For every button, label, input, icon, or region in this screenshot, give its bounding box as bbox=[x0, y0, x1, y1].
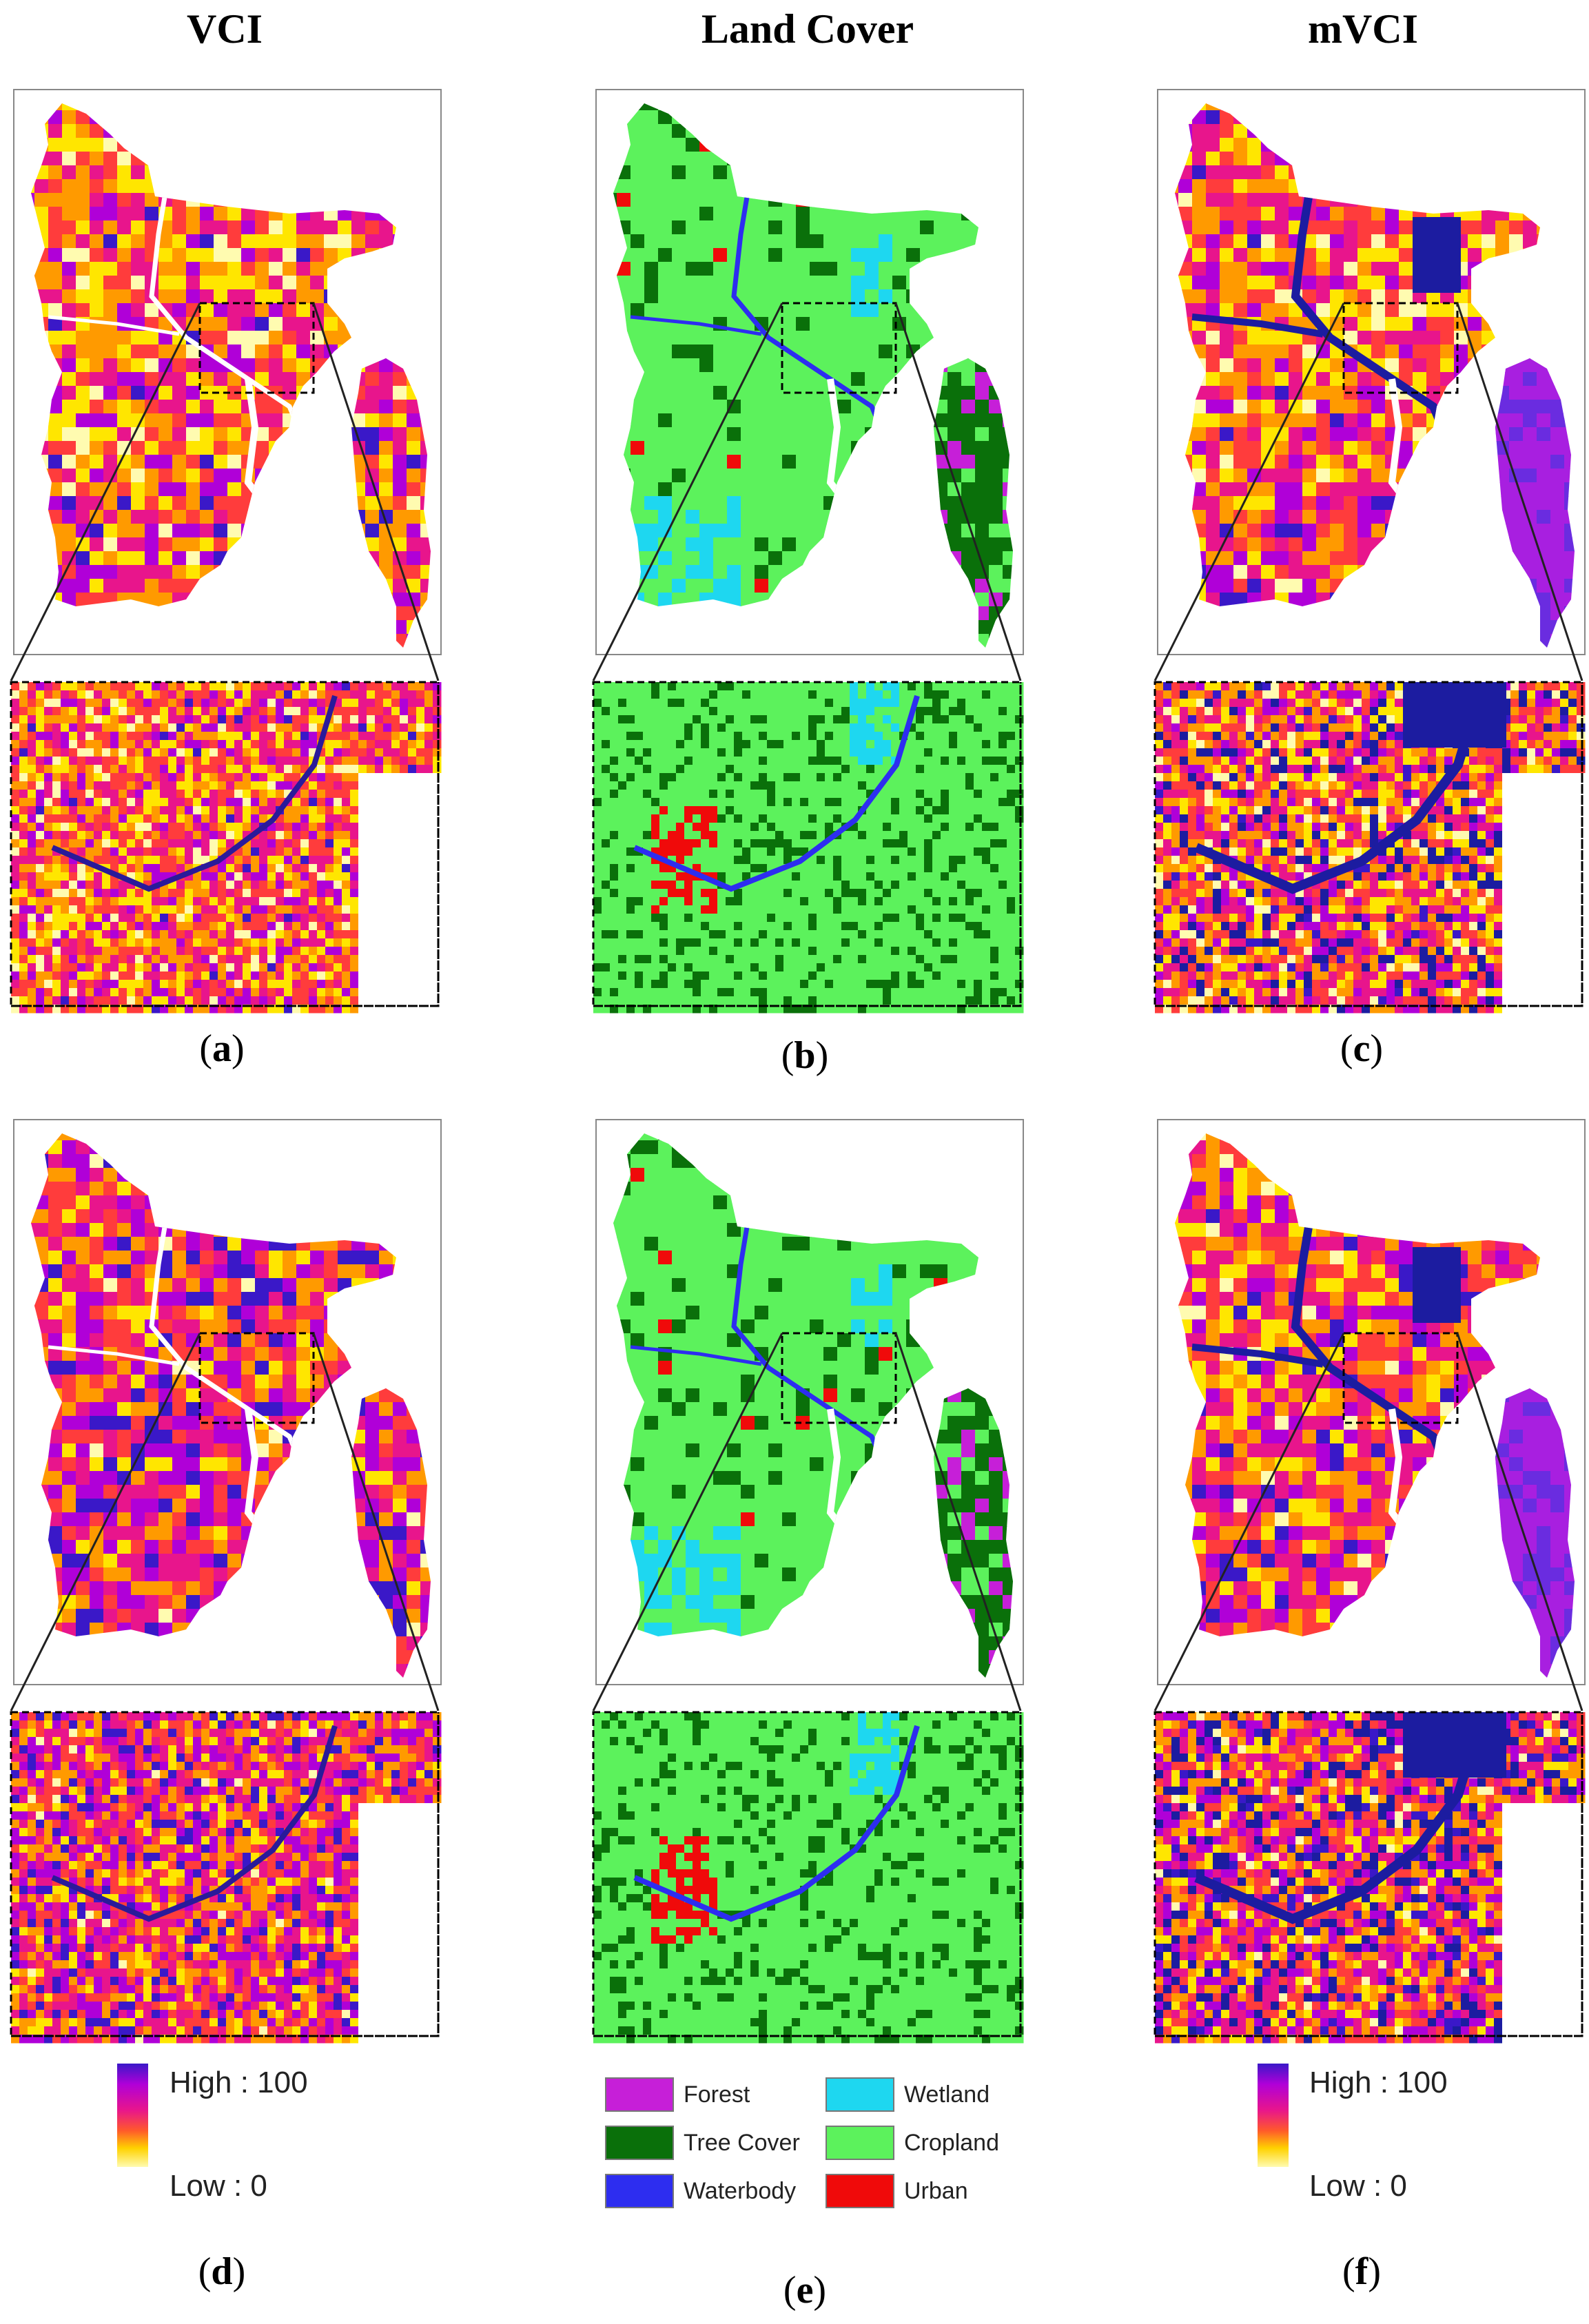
vci-legend-low-label: Low : 0 bbox=[170, 2169, 267, 2203]
inset-haor-water bbox=[1403, 1712, 1506, 1778]
panel-label-e: (e) bbox=[736, 2268, 874, 2312]
legend-item-urban: Urban bbox=[826, 2174, 968, 2208]
connector-line bbox=[10, 1333, 201, 1711]
panel-label-c: (c) bbox=[1293, 1027, 1431, 1071]
connector-line bbox=[592, 1333, 783, 1711]
zoom-box bbox=[781, 302, 897, 394]
inset-river bbox=[633, 695, 920, 892]
legend-label: Cropland bbox=[904, 2130, 999, 2157]
legend-swatch bbox=[826, 2174, 894, 2208]
legend-label: Waterbody bbox=[684, 2178, 796, 2205]
river bbox=[630, 1345, 762, 1366]
zoom-box bbox=[198, 1332, 315, 1424]
panel-a bbox=[10, 89, 442, 1014]
inset-river bbox=[1194, 694, 1484, 894]
river bbox=[48, 315, 180, 336]
panel-label-d: (d) bbox=[153, 2250, 291, 2294]
inset-border bbox=[10, 1711, 440, 2037]
haor-water bbox=[1413, 1247, 1461, 1323]
panel-e bbox=[592, 1119, 1024, 2044]
vci-legend-high-label: High : 100 bbox=[170, 2066, 308, 2100]
connector-line bbox=[894, 302, 1022, 681]
connector-line bbox=[10, 302, 201, 681]
connector-line bbox=[1456, 1333, 1583, 1711]
panel-c bbox=[1154, 89, 1586, 1014]
inset-border bbox=[1154, 1711, 1583, 2037]
land-cover-legend: Forest Wetland Tree Cover Cropland Waterbody… bbox=[605, 2077, 1032, 2236]
zoom-box bbox=[781, 1332, 897, 1424]
legend-item-wetland: Wetland bbox=[826, 2077, 990, 2112]
connector-line bbox=[592, 302, 783, 681]
inset-river bbox=[633, 1725, 920, 1922]
column-title-vci: VCI bbox=[18, 6, 431, 53]
panel-label-f: (f) bbox=[1293, 2250, 1431, 2294]
river bbox=[1191, 313, 1324, 338]
legend-label: Wetland bbox=[904, 2081, 990, 2108]
legend-item-cropland: Cropland bbox=[826, 2126, 999, 2160]
vci-legend-colorbar bbox=[117, 2064, 148, 2167]
panel-f bbox=[1154, 1119, 1586, 2044]
connector-line bbox=[1154, 302, 1345, 681]
legend-swatch bbox=[605, 2174, 674, 2208]
connector-line bbox=[1456, 302, 1583, 681]
legend-label: Forest bbox=[684, 2081, 750, 2108]
connector-line bbox=[1154, 1333, 1345, 1711]
zoom-inset bbox=[10, 1711, 442, 2044]
legend-swatch bbox=[826, 2077, 894, 2112]
haor-water bbox=[1413, 217, 1461, 293]
mvci-legend-high-label: High : 100 bbox=[1309, 2066, 1448, 2100]
connector-line bbox=[894, 1333, 1022, 1711]
inset-river bbox=[51, 1725, 338, 1922]
river bbox=[1191, 1344, 1324, 1368]
zoom-box bbox=[198, 302, 315, 394]
mvci-legend-colorbar bbox=[1258, 2064, 1289, 2167]
inset-border bbox=[10, 681, 440, 1007]
inset-border bbox=[592, 681, 1022, 1007]
connector-line bbox=[312, 302, 440, 681]
panel-label-b: (b) bbox=[736, 1034, 874, 1078]
inset-border bbox=[1154, 681, 1583, 1007]
column-title-land-cover: Land Cover bbox=[601, 6, 1014, 53]
connector-line bbox=[312, 1333, 440, 1711]
legend-item-forest: Forest bbox=[605, 2077, 750, 2112]
inset-border bbox=[592, 1711, 1022, 2037]
mvci-legend-low-label: Low : 0 bbox=[1309, 2169, 1407, 2203]
inset-haor-water bbox=[1403, 682, 1506, 748]
inset-river bbox=[51, 695, 338, 892]
panel-d bbox=[10, 1119, 442, 2044]
zoom-inset bbox=[1154, 1711, 1586, 2044]
zoom-box bbox=[1342, 1332, 1459, 1424]
zoom-inset bbox=[592, 1711, 1024, 2044]
zoom-box bbox=[1342, 302, 1459, 394]
zoom-inset bbox=[1154, 681, 1586, 1014]
panel-label-a: (a) bbox=[153, 1027, 291, 1071]
zoom-inset bbox=[592, 681, 1024, 1014]
panel-b bbox=[592, 89, 1024, 1014]
river bbox=[630, 315, 762, 336]
river bbox=[48, 1345, 180, 1366]
legend-label: Urban bbox=[904, 2178, 968, 2205]
legend-label: Tree Cover bbox=[684, 2130, 800, 2157]
legend-item-tree-cover: Tree Cover bbox=[605, 2126, 800, 2160]
zoom-inset bbox=[10, 681, 442, 1014]
column-title-mvci: mVCI bbox=[1156, 6, 1570, 53]
legend-swatch bbox=[826, 2126, 894, 2160]
inset-river bbox=[1194, 1724, 1484, 1924]
legend-item-waterbody: Waterbody bbox=[605, 2174, 796, 2208]
legend-swatch bbox=[605, 2126, 674, 2160]
legend-swatch bbox=[605, 2077, 674, 2112]
